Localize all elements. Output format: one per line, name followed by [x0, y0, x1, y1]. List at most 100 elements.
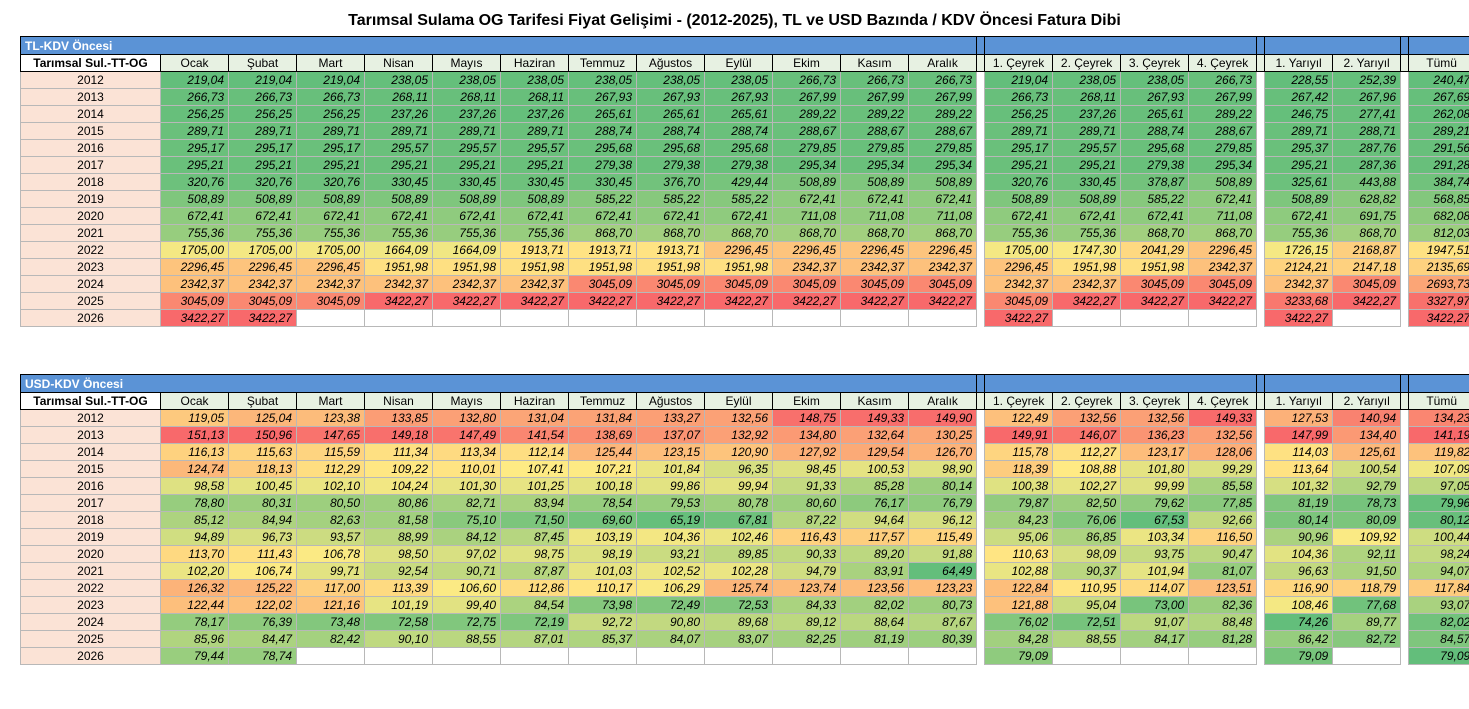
months-value-cell: 73,48	[296, 613, 365, 631]
quarters-value-cell: 330,45	[1052, 173, 1122, 191]
months-value-cell: 295,57	[364, 139, 433, 157]
months-value-cell: 133,27	[636, 409, 705, 427]
months-value-cell: 295,17	[296, 139, 365, 157]
spacer	[1256, 494, 1266, 512]
quarters-value-cell: 118,39	[984, 460, 1054, 478]
spacer	[1256, 173, 1266, 191]
months-value-cell: 88,55	[432, 630, 501, 648]
quarters-value-cell: 289,71	[984, 122, 1054, 140]
month-header: Mayıs	[432, 392, 501, 410]
month-header: Kasım	[840, 392, 909, 410]
months-value-cell: 98,45	[772, 460, 841, 478]
total-value-cell: 117,84	[1408, 579, 1469, 597]
months-value-cell: 71,50	[500, 511, 569, 529]
spacer	[976, 528, 986, 546]
months-value-cell: 3045,09	[704, 275, 773, 293]
months-value-cell	[704, 647, 773, 665]
months-value-cell: 3422,27	[772, 292, 841, 310]
section-header-row: TL-KDV Öncesi	[19, 36, 1469, 55]
quarters-value-cell: 149,33	[1188, 409, 1258, 427]
months-value-cell: 149,33	[840, 409, 909, 427]
months-value-cell: 100,18	[568, 477, 637, 495]
month-header: Temmuz	[568, 392, 637, 410]
month-header: Şubat	[228, 54, 297, 72]
total-value-cell: 141,19	[1408, 426, 1469, 444]
spacer	[1256, 562, 1266, 580]
spacer	[1400, 88, 1410, 106]
months-value-cell: 107,21	[568, 460, 637, 478]
section-quarters-band	[984, 36, 1258, 55]
months-value-cell: 87,01	[500, 630, 569, 648]
months-value-cell: 82,42	[296, 630, 365, 648]
table-row: 2017 295,21 295,21 295,21 295,21 295,21 295,21…	[20, 156, 1469, 174]
month-header: Haziran	[500, 54, 569, 72]
months-value-cell: 99,71	[296, 562, 365, 580]
spacer	[976, 139, 986, 157]
months-value-cell: 98,75	[500, 545, 569, 563]
months-value-cell: 1951,98	[432, 258, 501, 276]
months-value-cell: 102,20	[160, 562, 229, 580]
table-row: 2018 85,12 84,94 82,63 81,58 75,10 71,50 69,60 6…	[20, 511, 1469, 529]
halves-value-cell: 443,88	[1332, 173, 1402, 191]
quarters-value-cell: 102,27	[1052, 477, 1122, 495]
quarters-value-cell: 67,53	[1120, 511, 1190, 529]
months-value-cell: 90,71	[432, 562, 501, 580]
months-value-cell: 376,70	[636, 173, 705, 191]
spacer	[1256, 54, 1266, 72]
months-value-cell: 2296,45	[907, 241, 978, 259]
months-value-cell: 113,70	[160, 545, 229, 563]
months-value-cell: 98,90	[907, 460, 978, 478]
months-value-cell: 98,58	[160, 477, 229, 495]
months-value-cell: 101,30	[432, 477, 501, 495]
months-value-cell: 289,71	[296, 122, 365, 140]
months-value-cell: 84,33	[772, 596, 841, 614]
months-value-cell	[568, 647, 637, 665]
months-value-cell: 104,24	[364, 477, 433, 495]
months-value-cell	[907, 309, 978, 327]
months-value-cell: 2342,37	[296, 275, 365, 293]
months-value-cell	[840, 647, 909, 665]
page-title: Tarımsal Sulama OG Tarifesi Fiyat Gelişi…	[348, 12, 1121, 29]
months-value-cell: 103,19	[568, 528, 637, 546]
spacer	[1400, 528, 1410, 546]
spacer	[1400, 409, 1410, 427]
months-value-cell: 83,94	[500, 494, 569, 512]
halves-value-cell: 108,46	[1264, 596, 1334, 614]
section-quarters-band	[984, 374, 1258, 393]
months-value-cell: 3422,27	[432, 292, 501, 310]
spacer	[1256, 122, 1266, 140]
total-value-cell: 3327,97	[1408, 292, 1469, 310]
months-value-cell: 279,38	[704, 156, 773, 174]
quarter-header: 2. Çeyrek	[1052, 54, 1122, 72]
months-value-cell: 3422,27	[160, 309, 229, 327]
months-value-cell	[364, 309, 433, 327]
months-value-cell: 72,75	[432, 613, 501, 631]
halves-value-cell: 118,79	[1332, 579, 1402, 597]
months-value-cell: 67,81	[704, 511, 773, 529]
year-cell: 2019	[20, 190, 161, 208]
months-value-cell: 78,80	[160, 494, 229, 512]
months-value-cell: 1951,98	[704, 258, 773, 276]
months-value-cell: 2342,37	[364, 275, 433, 293]
table-row: 2021 755,36 755,36 755,36 755,36 755,36 755,36…	[20, 224, 1469, 242]
months-value-cell: 295,34	[907, 156, 978, 174]
months-value-cell: 755,36	[432, 224, 501, 242]
month-header: Nisan	[364, 54, 433, 72]
months-value-cell: 267,99	[907, 88, 978, 106]
months-value-cell: 3045,09	[772, 275, 841, 293]
halves-value-cell: 868,70	[1332, 224, 1402, 242]
months-value-cell: 1951,98	[364, 258, 433, 276]
table-row: 2019 94,89 96,73 93,57 88,99 84,12 87,45 103,19…	[20, 528, 1469, 546]
months-value-cell: 237,26	[500, 105, 569, 123]
spacer	[976, 122, 986, 140]
table-row: 2016 98,58 100,45 102,10 104,24 101,30 101,25 1…	[20, 477, 1469, 495]
spacer	[1256, 207, 1266, 225]
quarters-value-cell: 114,07	[1120, 579, 1190, 597]
months-value-cell: 266,73	[160, 88, 229, 106]
months-value-cell: 755,36	[500, 224, 569, 242]
quarters-value-cell: 79,87	[984, 494, 1054, 512]
total-value-cell: 119,82	[1408, 443, 1469, 461]
half-header: 1. Yarıyıl	[1264, 392, 1334, 410]
months-value-cell: 116,13	[160, 443, 229, 461]
quarters-value-cell: 289,22	[1188, 105, 1258, 123]
